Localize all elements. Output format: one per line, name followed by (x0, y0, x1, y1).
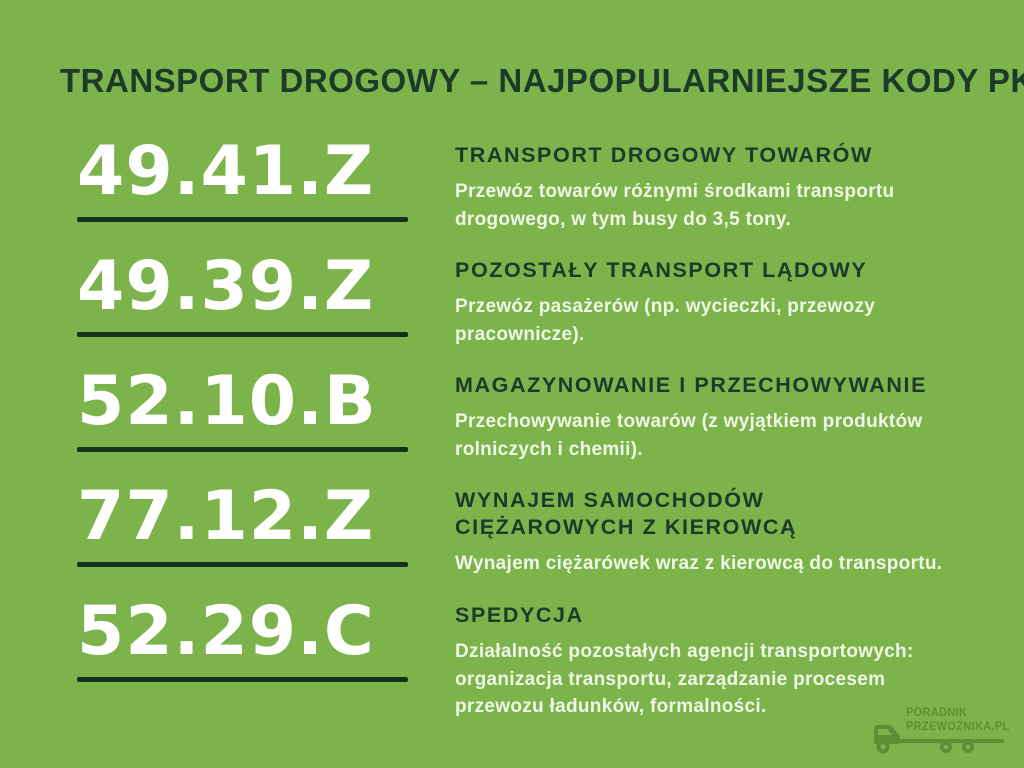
underline-rule (77, 332, 408, 337)
poradnik-przewoznika-logo: PORADNIK PRZEWOŹNIKA.PL (868, 702, 1010, 760)
list-item: 77.12.Z WYNAJEM SAMOCHODÓW CIĘŻAROWYCH Z… (77, 477, 964, 600)
pkd-description: Przewóz towarów różnymi środkami transpo… (455, 181, 895, 230)
pkd-heading: MAGAZYNOWANIE I PRZECHOWYWANIE (455, 373, 928, 397)
logo-text-line1: PORADNIK (906, 707, 968, 719)
pkd-description: Przechowywanie towarów (z wyjątkiem prod… (455, 411, 923, 460)
pkd-code-list: 49.41.Z TRANSPORT DROGOWY TOWARÓW Przewó… (77, 132, 964, 721)
pkd-heading: WYNAJEM SAMOCHODÓW CIĘŻAROWYCH Z KIEROWC… (455, 488, 798, 539)
logo-text-line2: PRZEWOŹNIKA.PL (906, 721, 1010, 733)
pkd-heading: POZOSTAŁY TRANSPORT LĄDOWY (455, 258, 868, 282)
pkd-code: 49.41.Z (77, 132, 375, 211)
underline-rule (77, 562, 408, 567)
pkd-code: 49.39.Z (77, 247, 375, 326)
underline-rule (77, 677, 408, 682)
page-title: TRANSPORT DROGOWY – NAJPOPULARNIEJSZE KO… (60, 62, 1024, 99)
list-item: 52.10.B MAGAZYNOWANIE I PRZECHOWYWANIE P… (77, 362, 964, 485)
truck-icon (874, 725, 1004, 754)
list-item: 52.29.C SPEDYCJA Działalność pozostałych… (77, 592, 964, 721)
pkd-code: 77.12.Z (77, 477, 375, 556)
pkd-description: Działalność pozostałych agencji transpor… (455, 641, 914, 717)
pkd-code: 52.29.C (77, 592, 375, 671)
pkd-description: Wynajem ciężarówek wraz z kierowcą do tr… (455, 553, 943, 574)
list-item: 49.41.Z TRANSPORT DROGOWY TOWARÓW Przewó… (77, 132, 964, 255)
list-item: 49.39.Z POZOSTAŁY TRANSPORT LĄDOWY Przew… (77, 247, 964, 370)
underline-rule (77, 217, 408, 222)
pkd-description: Przewóz pasażerów (np. wycieczki, przewo… (455, 296, 876, 345)
underline-rule (77, 447, 408, 452)
pkd-heading: TRANSPORT DROGOWY TOWARÓW (455, 143, 873, 167)
pkd-heading: SPEDYCJA (455, 603, 584, 627)
pkd-code: 52.10.B (77, 362, 377, 441)
